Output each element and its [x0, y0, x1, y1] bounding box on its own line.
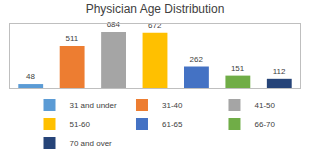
svg-text:151: 151	[231, 64, 245, 73]
svg-text:31-40: 31-40	[162, 101, 183, 110]
svg-text:41-50: 41-50	[254, 101, 275, 110]
svg-text:511: 511	[65, 34, 78, 43]
svg-text:Physician Age Distribution: Physician Age Distribution	[86, 2, 225, 16]
svg-text:51-60: 51-60	[70, 120, 91, 129]
svg-text:112: 112	[273, 67, 286, 76]
svg-text:672: 672	[148, 21, 162, 30]
svg-text:684: 684	[107, 20, 121, 29]
svg-text:61-65: 61-65	[162, 120, 183, 129]
svg-text:66-70: 66-70	[254, 120, 275, 129]
svg-text:31 and under: 31 and under	[70, 101, 117, 110]
svg-text:262: 262	[189, 55, 203, 64]
svg-text:48: 48	[26, 72, 35, 81]
svg-text:70 and over: 70 and over	[70, 139, 113, 148]
